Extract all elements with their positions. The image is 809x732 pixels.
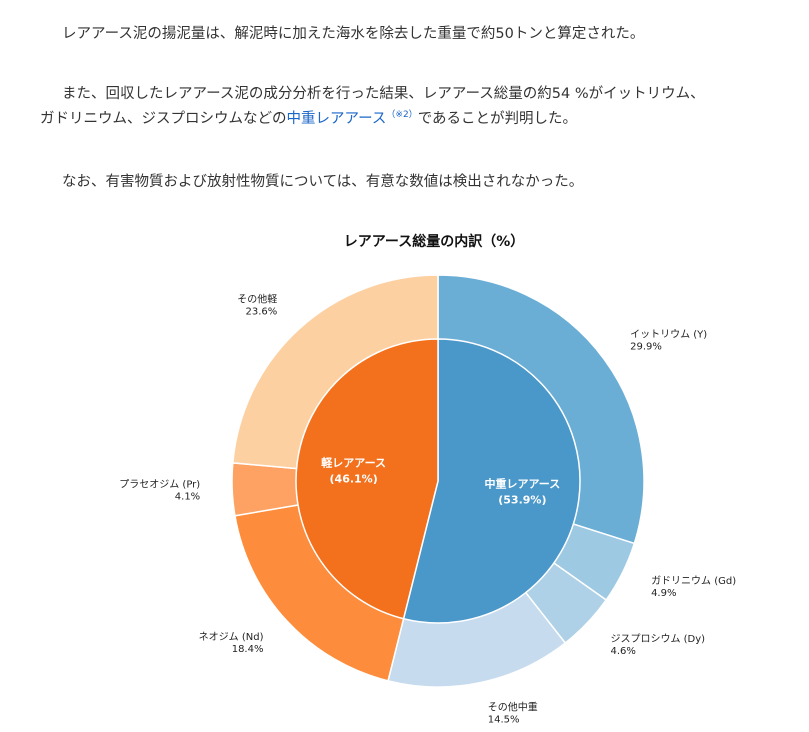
paragraph-analysis-line1: また、回収したレアアース泥の成分分析を行った結果、レアアース総量の約54 %がイ… [62, 86, 705, 102]
inner-label-mid-heavy: 中重レアアース [484, 476, 560, 490]
outer-label-gd: ガドリニウム (Gd) [651, 575, 736, 587]
paragraph-hazardous: なお、有害物質および放射性物質については、有意な数値は検出されなかった。 [62, 174, 584, 190]
inner-label-light: 軽レアアース [321, 456, 386, 470]
outer-value-pr: 4.1% [175, 492, 200, 503]
outer-value-y: 29.9% [630, 342, 662, 353]
outer-label-nd: ネオジム (Nd) [199, 631, 264, 643]
outer-value-item-3: 14.5% [488, 715, 520, 726]
outer-value-dy: 4.6% [610, 646, 635, 657]
outer-label-item-6: その他軽 [237, 292, 277, 305]
paragraph-yield: レアアース泥の揚泥量は、解泥時に加えた海水を除去した重量で約50トンと算定された… [62, 26, 645, 42]
outer-label-item-3: その他中重 [488, 701, 538, 714]
outer-value-item-6: 23.6% [245, 306, 277, 317]
inner-slice-mid-heavy [402, 338, 581, 624]
mid-heavy-rare-earth-link[interactable]: 中重レアアース [286, 111, 387, 127]
inner-slice-light [295, 338, 439, 620]
chart-title: レアアース総量の内訳（%） [344, 233, 525, 250]
inner-value-light: (46.1%) [330, 473, 378, 486]
outer-label-dy: ジスプロシウム (Dy) [610, 633, 705, 645]
paragraph-text: であることが判明した。 [417, 111, 578, 127]
paragraph-analysis-line2: ガドリニウム、ジスプロシウムなどの中重レアアース（※2）であることが判明した。 [40, 107, 809, 132]
outer-label-pr: プラセオジム (Pr) [119, 479, 200, 491]
paragraph-text: ガドリニウム、ジスプロシウムなどの [40, 111, 287, 127]
outer-value-gd: 4.9% [651, 588, 676, 599]
footnote-ref[interactable]: （※2） [386, 110, 418, 121]
outer-label-y: イットリウム (Y) [630, 329, 707, 341]
outer-value-nd: 18.4% [232, 644, 264, 655]
inner-value-mid-heavy: (53.9%) [498, 493, 546, 506]
